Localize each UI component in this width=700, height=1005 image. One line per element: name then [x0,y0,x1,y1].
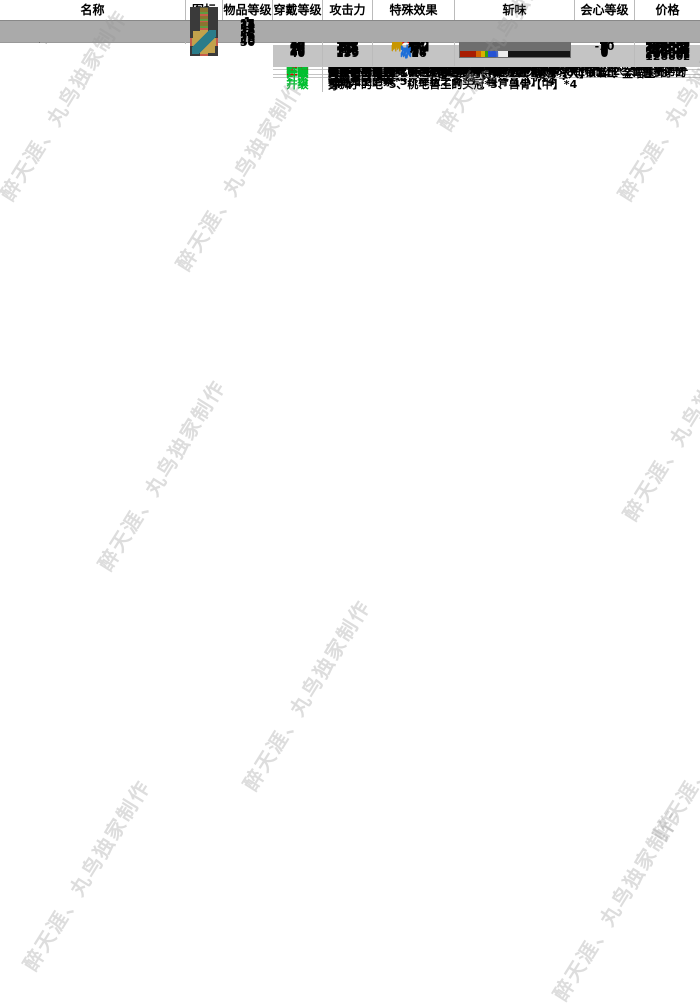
material-row: 升级 高压的电气袋*10、白化霜降肉*7、龙骨【大】*8、银喵玉*2、雪狮子的牙*… [273,65,700,92]
col-header-item-level: 物品等级 [223,0,273,20]
col-header-sharpness: 斩味 [455,0,575,20]
price-value: 640z [652,35,683,49]
price-value: 16100z 12880z [645,39,690,63]
material-text: 优质的毛皮*10、历战的门牙*7、兽骨【大】*8、银喵玉*2、雪狮子的牙*4 [328,65,687,91]
col-header-name: 名称 [0,0,186,20]
weapon-name-cell: └极寒太刀【砂冲】 [0,42,186,44]
watermark: 醉天涯、丸鸟独家制作 [618,325,700,525]
icon-corner [190,28,200,38]
sharpness-bar [455,42,575,66]
wear-level-value: 40 [273,42,323,66]
price-value: 2720z [648,43,687,57]
stat-row: 40 139 冰26 0 24000z [273,42,700,66]
icon-corner [208,28,218,38]
watermark: 醉天涯、丸鸟独家制作 [18,775,156,975]
material-type-label: 升级 [273,67,323,80]
item-level-value: 50 [239,35,256,49]
weapon-row: └极寒太刀【砂冲】 50 40 139 冰26 0 24000z [0,28,700,80]
material-row: 升级 雪狮子的毛*5、桃毛兽王的头冠*3、兽骨【中】*4 [273,77,700,91]
materials-list: 升级 高压的电气袋*10、白化霜降肉*7、龙骨【大】*8、银喵玉*2、雪狮子的牙*… [273,65,700,92]
price-value: 24000z [645,47,690,61]
material-row: 升级 亮蓝色的粘液*17、冰雷鸟的苍白鼻*11、兽骨【大】*14、金喵玉*3 [273,66,700,80]
materials-list: 升级 亮蓝色的粘液*17、冰雷鸟的苍白鼻*11、兽骨【大】*14、金喵玉*3 [273,66,700,80]
col-header-price: 价格 [655,3,680,17]
col-header-wear-level: 穿戴等级 [273,0,323,20]
price-value: 22400z [645,38,690,52]
icon-corner [208,46,218,56]
materials-list: 生产 雪狮子的毛*6、雪狮子的牙*4、兽骨【中】*5 升级 雪狮子的毛*5、桃毛兽王的… [273,63,700,91]
special-effect-value: 冰26 [373,42,455,66]
blade-glyph-icon [192,30,216,54]
price-value: 500z 400z [652,36,683,60]
material-text: 雪狮子的毛*5、桃毛兽王的头冠*3、兽骨【中】*4 [328,78,578,91]
material-text: 雪狮子的毛*6、雪狮子的牙*4、兽骨【中】*5 [328,64,556,77]
price-value: 24000z [645,40,690,54]
affinity-value: 0 [575,42,635,66]
price-value: 22400z [645,45,690,59]
watermark: 醉天涯、丸鸟独家制作 [238,595,376,795]
materials-list: 升级 优质的毛皮*10、历战的门牙*7、兽骨【大】*8、银喵玉*2、雪狮子的牙*4 [273,64,700,91]
material-text: 高压的电气袋*10、白化霜降肉*7、龙骨【大】*8、银喵玉*2、雪狮子的牙*4 [328,66,687,92]
col-header-affinity: 会心等级 [575,0,635,20]
weapon-tree-table: 名称 图标 物品等级 穿戴等级 攻击力 特殊效果 斩味 会心等级 价格 月牙骨刀… [0,0,700,92]
material-row: 升级 大野猪王的鬃*5、棒状之骨*3、兽骨【小】*4 [273,74,700,88]
price-value: 7520z [648,37,687,51]
material-row: 升级 绿色的粘液*5、黄速龙王头冠*3、龙骨【小】*4 [273,69,700,83]
price-value: 1040z [648,42,687,56]
attack-value: 139 [323,42,373,66]
price-value: 22400z [645,39,690,53]
watermark: 醉天涯、丸鸟独家制作 [93,375,231,575]
col-header-attack: 攻击力 [323,0,373,20]
watermark: 醉天涯、丸鸟独家制作 [648,645,700,845]
sharpness-bar-segments [459,50,571,58]
material-row: 升级 优质的毛皮*10、历战的门牙*7、兽骨【大】*8、银喵玉*2、雪狮子的牙*4 [273,64,700,91]
material-text: 大野猪王的鬃*5、棒状之骨*3、兽骨【小】*4 [328,75,556,88]
watermark: 醉天涯、丸鸟独家制作 [548,805,686,1005]
table-header: 名称 图标 物品等级 穿戴等级 攻击力 特殊效果 斩味 会心等级 价格 [0,0,700,21]
weapon-icon [190,28,218,56]
col-header-special-effect: 特殊效果 [373,0,455,20]
price-value: 22400z [645,46,690,60]
icon-corner [190,46,200,56]
material-text: 绿色的粘液*5、黄速龙王头冠*3、龙骨【小】*4 [328,70,567,83]
watermark: 醉天涯、丸鸟独家制作 [171,75,309,275]
material-text: 亮蓝色的粘液*17、冰雷鸟的苍白鼻*11、兽骨【大】*14、金喵玉*3 [328,67,669,80]
